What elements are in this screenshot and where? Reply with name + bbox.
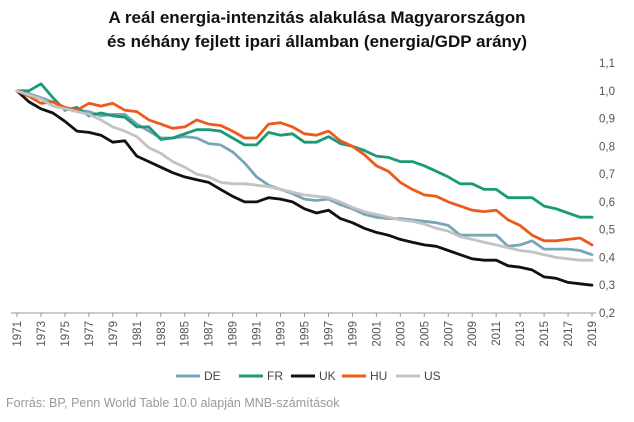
legend-label-hu: HU [370, 369, 387, 383]
x-tick-label: 1983 [156, 321, 168, 347]
x-tick-label: 1977 [84, 321, 96, 347]
y-tick-label: 1,1 [599, 58, 615, 70]
x-tick-label: 1985 [180, 321, 192, 347]
y-tick-label: 0,6 [599, 197, 615, 209]
y-tick-label: 0,9 [599, 114, 615, 126]
x-tick-label: 1981 [132, 321, 144, 347]
x-tick-label: 2019 [587, 321, 599, 347]
x-tick-label: 1975 [60, 321, 72, 347]
y-tick-label: 0,8 [599, 141, 615, 153]
series-lines [15, 82, 594, 287]
x-tick-label: 1993 [276, 321, 288, 347]
legend-label-us: US [424, 369, 441, 383]
x-tick-label: 1997 [323, 321, 335, 347]
legend: DE FR UK HU US [176, 369, 441, 383]
y-tick-label: 1,0 [599, 86, 615, 98]
series-line-us [15, 89, 594, 262]
y-tick-label: 0,4 [599, 252, 616, 264]
y-tick-label: 0,3 [599, 280, 615, 292]
chart-title-line-1: A reál energia-intenzitás alakulása Magy… [108, 8, 526, 27]
y-tick-label: 0,5 [599, 225, 615, 237]
x-tick-label: 2007 [443, 321, 455, 347]
legend-label-fr: FR [267, 369, 283, 383]
x-tick-label: 2013 [515, 321, 527, 347]
source-note: Forrás: BP, Penn World Table 10.0 alapjá… [6, 396, 340, 410]
x-tick-label: 2009 [467, 321, 479, 347]
chart-title-line-2: és néhány fejlett ipari államban (energi… [106, 32, 528, 51]
x-tick-label: 2017 [563, 321, 575, 347]
x-tick-label: 1987 [204, 321, 216, 347]
x-tick-label: 1999 [347, 321, 359, 347]
x-tick-label: 2003 [395, 321, 407, 347]
legend-label-uk: UK [319, 369, 336, 383]
y-axis-ticks: 0,2 0,3 0,4 0,5 0,6 0,7 0,8 0,9 1,0 1,1 [599, 58, 616, 320]
series-line-fr [15, 82, 594, 219]
x-tick-label: 1973 [36, 321, 48, 347]
x-tick-label: 1991 [252, 321, 264, 347]
y-tick-label: 0,2 [599, 308, 615, 320]
series-line-de [15, 89, 594, 257]
x-tick-label: 1971 [12, 321, 24, 347]
legend-label-de: DE [204, 369, 221, 383]
y-tick-label: 0,7 [599, 169, 615, 181]
x-tick-label: 2005 [419, 321, 431, 347]
x-tick-label: 1995 [300, 321, 312, 347]
x-tick-label: 2015 [539, 321, 551, 347]
x-tick-label: 1979 [108, 321, 120, 347]
series-line-uk [15, 89, 594, 287]
x-tick-label: 2001 [371, 321, 383, 347]
series-line-hu [15, 89, 594, 247]
x-axis-ticks: 1971 1973 1975 1977 1979 1981 1983 1985 1987 1989… [12, 313, 599, 347]
x-tick-label: 2011 [491, 321, 503, 346]
x-tick-label: 1989 [228, 321, 240, 347]
